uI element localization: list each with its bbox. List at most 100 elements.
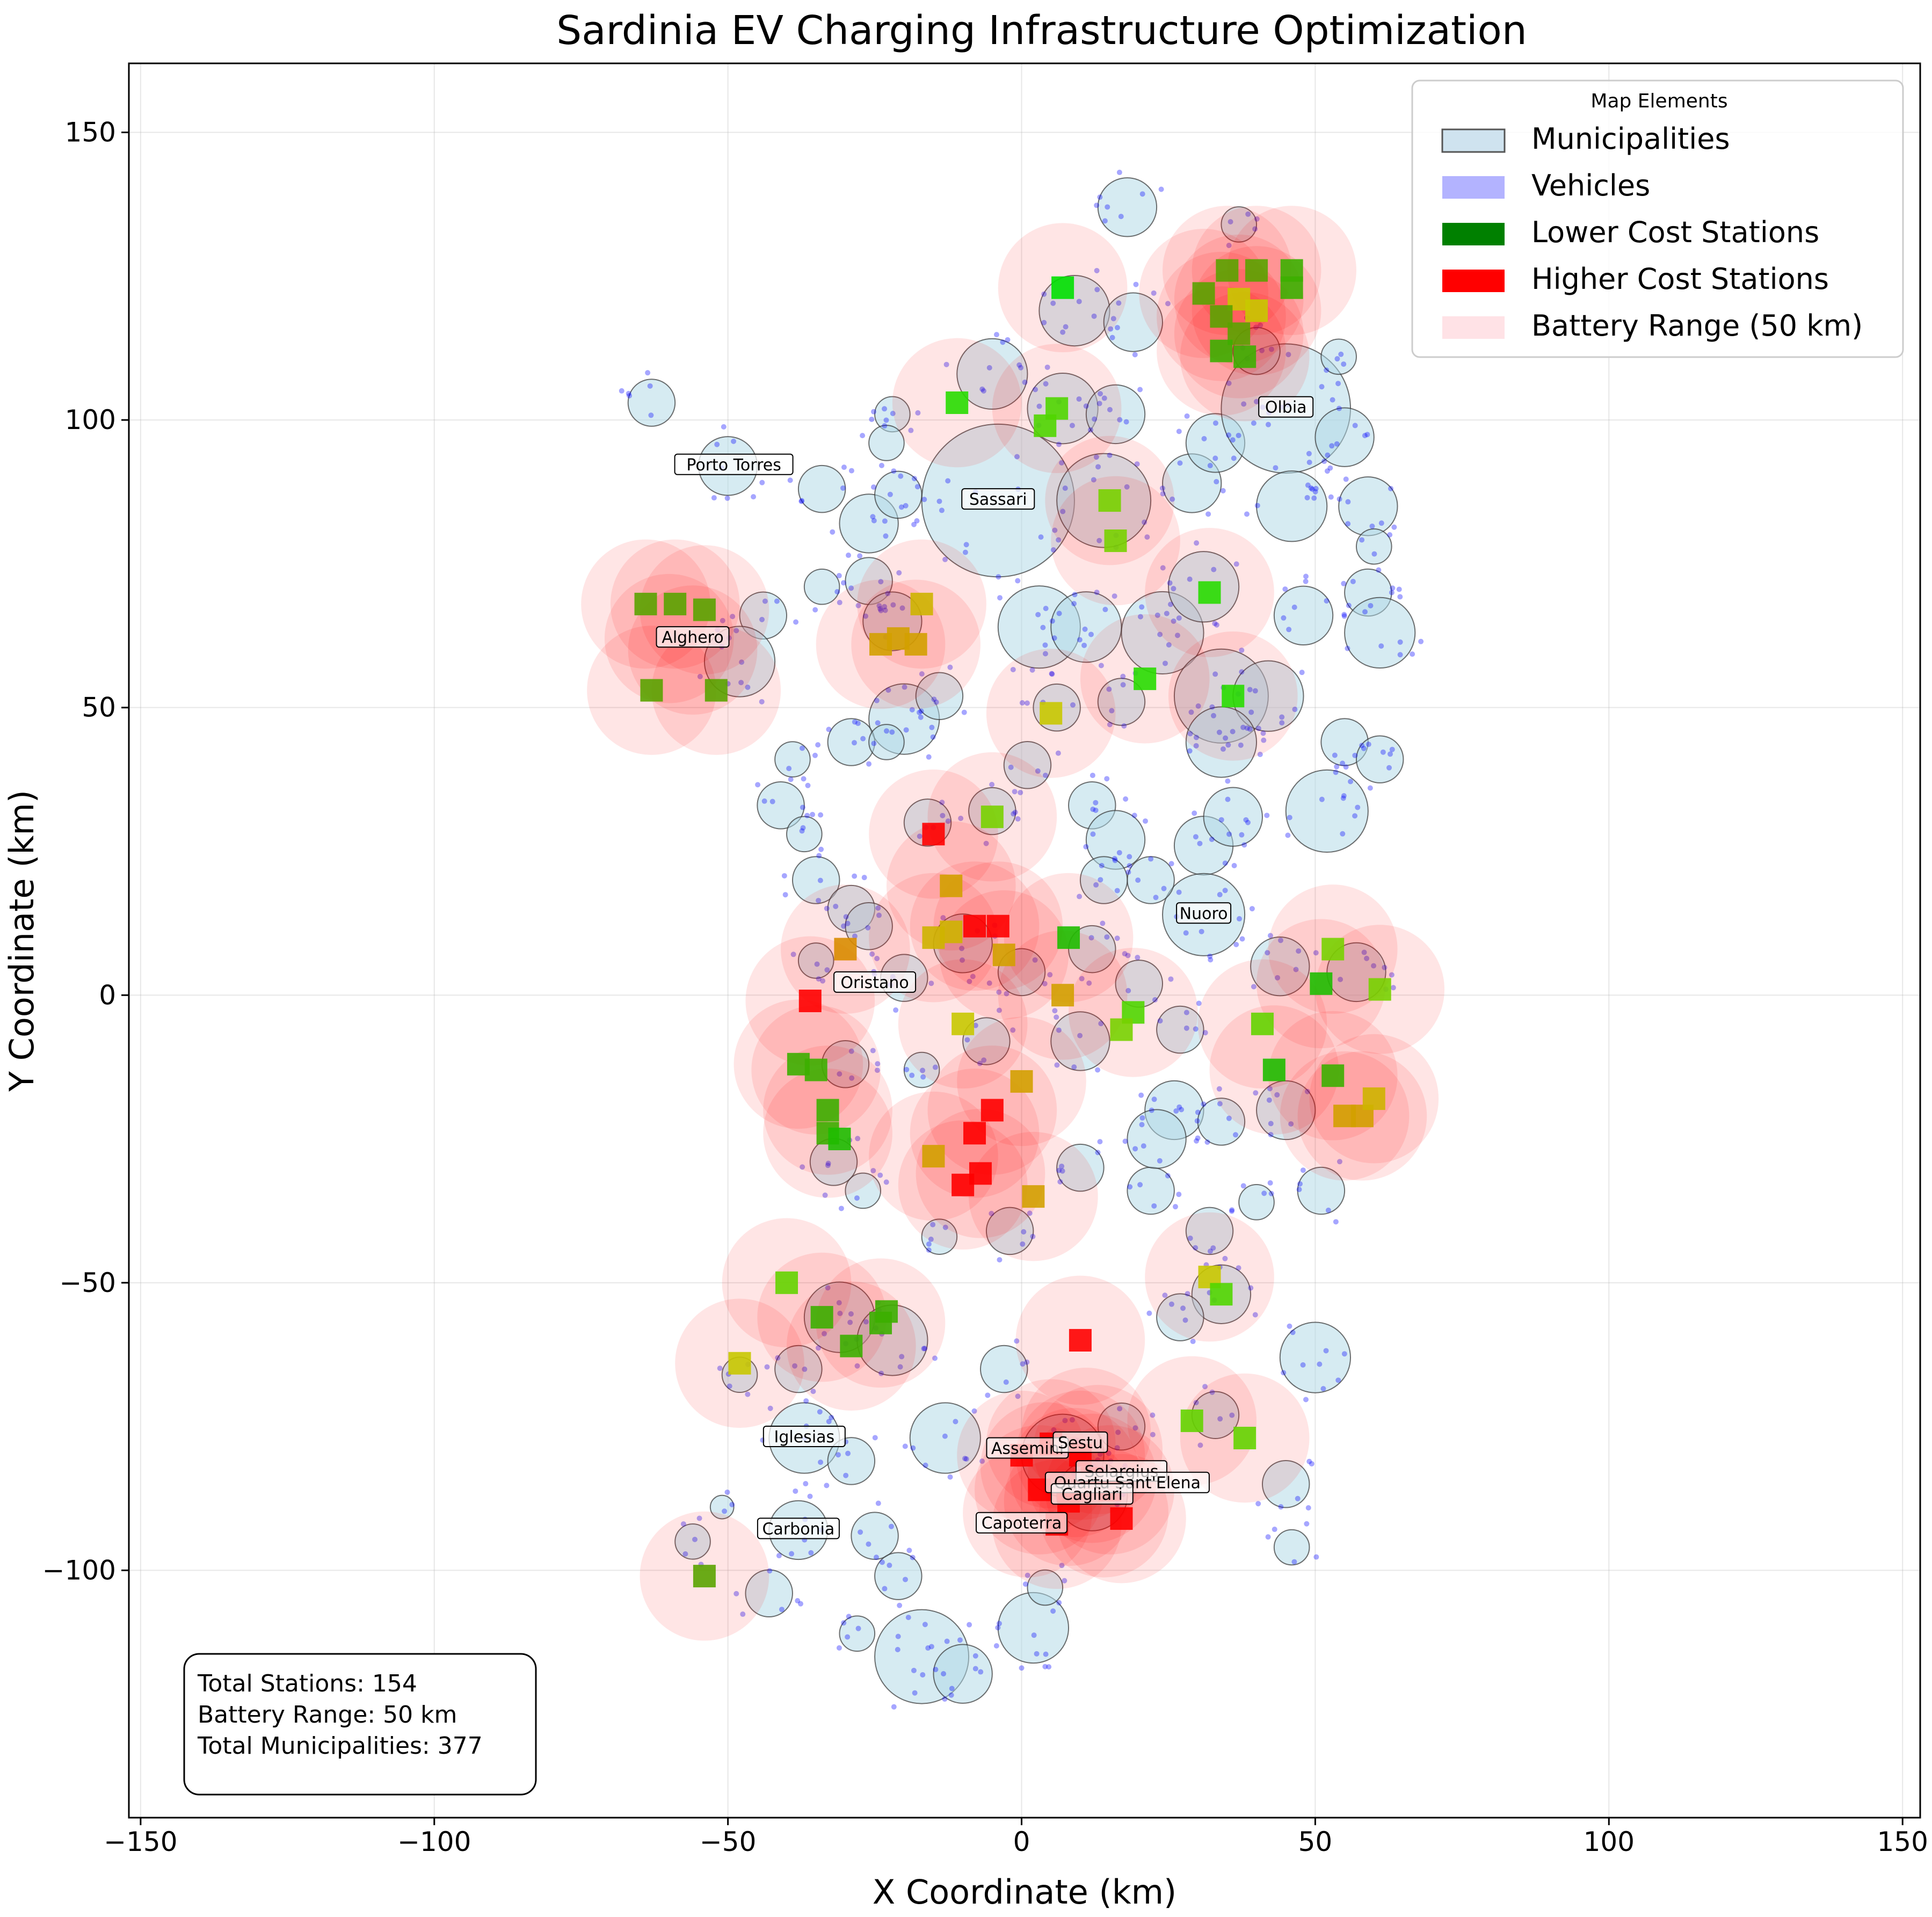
vehicle-dot bbox=[1239, 936, 1245, 942]
vehicle-dot bbox=[1051, 635, 1057, 641]
vehicle-dot bbox=[767, 1405, 773, 1411]
vehicle-dot bbox=[883, 728, 889, 734]
vehicle-dot bbox=[1236, 1265, 1241, 1271]
vehicle-dot bbox=[1343, 476, 1349, 482]
chart-title: Sardinia EV Charging Infrastructure Opti… bbox=[556, 8, 1527, 54]
vehicle-dot bbox=[986, 980, 992, 986]
vehicle-dot bbox=[1091, 477, 1096, 483]
vehicle-dot bbox=[870, 484, 876, 490]
vehicle-dot bbox=[762, 598, 768, 604]
vehicle-dot bbox=[1249, 906, 1255, 912]
vehicle-dot bbox=[930, 734, 936, 740]
vehicle-dot bbox=[920, 1068, 926, 1073]
city-label-box bbox=[757, 1517, 840, 1540]
charging-station-marker bbox=[910, 592, 933, 615]
vehicle-dot bbox=[802, 1366, 808, 1372]
vehicle-dot bbox=[1093, 882, 1099, 888]
vehicle-dot bbox=[1032, 957, 1038, 963]
city-label-layer: Porto Torres Sassari Olbia Alghero Nuoro Oris… bbox=[656, 396, 1314, 1540]
municipality-circle bbox=[791, 856, 840, 904]
municipality-circle bbox=[1068, 925, 1116, 974]
city-label: Carbonia bbox=[757, 1517, 840, 1540]
vehicle-dot bbox=[833, 903, 839, 909]
vehicle-dot bbox=[1139, 1115, 1145, 1121]
vehicle-dot bbox=[1278, 1504, 1284, 1510]
vehicle-dot bbox=[845, 1634, 851, 1640]
vehicle-dot bbox=[1239, 669, 1245, 675]
vehicle-dot bbox=[852, 719, 858, 725]
charging-station-marker bbox=[1280, 276, 1303, 299]
vehicle-dot bbox=[1236, 432, 1241, 438]
charging-station-marker bbox=[1022, 1185, 1045, 1208]
vehicle-dot bbox=[1187, 576, 1193, 582]
vehicle-dot bbox=[1202, 1384, 1208, 1390]
vehicle-dot bbox=[779, 1607, 785, 1613]
vehicle-dot bbox=[1051, 1427, 1057, 1433]
vehicle-dot bbox=[1088, 631, 1094, 637]
vehicle-dot bbox=[1148, 856, 1154, 862]
vehicle-dot bbox=[972, 1653, 978, 1659]
vehicle-dot bbox=[1264, 812, 1270, 818]
municipality-circle bbox=[1156, 1005, 1204, 1054]
vehicle-dot bbox=[944, 1638, 950, 1644]
vehicle-dot bbox=[1090, 807, 1096, 812]
vehicle-dot bbox=[799, 498, 805, 504]
vehicle-dot bbox=[929, 724, 935, 730]
charging-station-marker bbox=[828, 1128, 851, 1151]
vehicle-dot bbox=[1348, 779, 1354, 785]
vehicle-dot bbox=[887, 1563, 892, 1569]
vehicle-dot bbox=[1123, 419, 1129, 425]
y-tick-label: 100 bbox=[65, 404, 116, 435]
vehicle-dot bbox=[1098, 1021, 1104, 1027]
vehicle-dot bbox=[1290, 1330, 1296, 1335]
vehicle-dot bbox=[1253, 324, 1259, 330]
charging-station-marker bbox=[1368, 978, 1391, 1001]
vehicle-dot bbox=[932, 1064, 938, 1070]
vehicle-dot bbox=[1335, 381, 1341, 387]
vehicle-dot bbox=[1268, 1121, 1274, 1127]
vehicle-dot bbox=[887, 491, 893, 497]
vehicle-dot bbox=[1388, 485, 1394, 491]
vehicle-dot bbox=[983, 840, 989, 846]
vehicle-dot bbox=[1168, 1301, 1174, 1307]
vehicle-dot bbox=[1239, 832, 1245, 838]
municipality-circle bbox=[1320, 338, 1357, 375]
y-tick-label: 0 bbox=[99, 979, 116, 1011]
charging-station-marker bbox=[922, 823, 945, 846]
vehicle-dot bbox=[1194, 540, 1200, 546]
vehicle-dot bbox=[851, 740, 857, 746]
vehicle-dot bbox=[1218, 817, 1224, 823]
vehicle-dot bbox=[1092, 416, 1098, 422]
vehicle-dot bbox=[1320, 1386, 1326, 1392]
vehicle-dot bbox=[1346, 602, 1352, 608]
vehicle-dot bbox=[1070, 702, 1076, 708]
vehicle-dot bbox=[803, 1398, 809, 1404]
vehicle-dot bbox=[1114, 935, 1120, 941]
vehicle-dot bbox=[1333, 1219, 1339, 1225]
charging-station-marker bbox=[1222, 685, 1245, 708]
vehicle-dot bbox=[845, 920, 851, 926]
vehicle-dot bbox=[834, 589, 840, 594]
vehicle-dot bbox=[1245, 211, 1251, 217]
vehicle-dot bbox=[1197, 840, 1203, 846]
vehicle-dot bbox=[733, 1591, 739, 1596]
municipality-circle bbox=[1314, 407, 1375, 467]
vehicle-dot bbox=[1199, 928, 1204, 934]
vehicle-dot bbox=[1086, 980, 1092, 986]
vehicle-dot bbox=[1299, 670, 1305, 676]
vehicle-dot bbox=[1187, 731, 1193, 737]
municipality-circle bbox=[868, 425, 905, 461]
vehicle-dot bbox=[1132, 1425, 1138, 1431]
vehicle-dot bbox=[1225, 778, 1231, 784]
vehicle-dot bbox=[1165, 301, 1171, 307]
vehicle-dot bbox=[1230, 729, 1236, 735]
vehicle-dot bbox=[769, 798, 775, 804]
vehicle-dot bbox=[807, 1493, 813, 1499]
municipality-circle bbox=[797, 942, 834, 979]
vehicle-dot bbox=[964, 1037, 970, 1043]
vehicle-dot bbox=[1173, 1108, 1179, 1114]
legend-swatch bbox=[1442, 316, 1505, 339]
vehicle-dot bbox=[899, 605, 905, 611]
vehicle-dot bbox=[800, 804, 805, 810]
vehicle-dot bbox=[1382, 964, 1388, 970]
